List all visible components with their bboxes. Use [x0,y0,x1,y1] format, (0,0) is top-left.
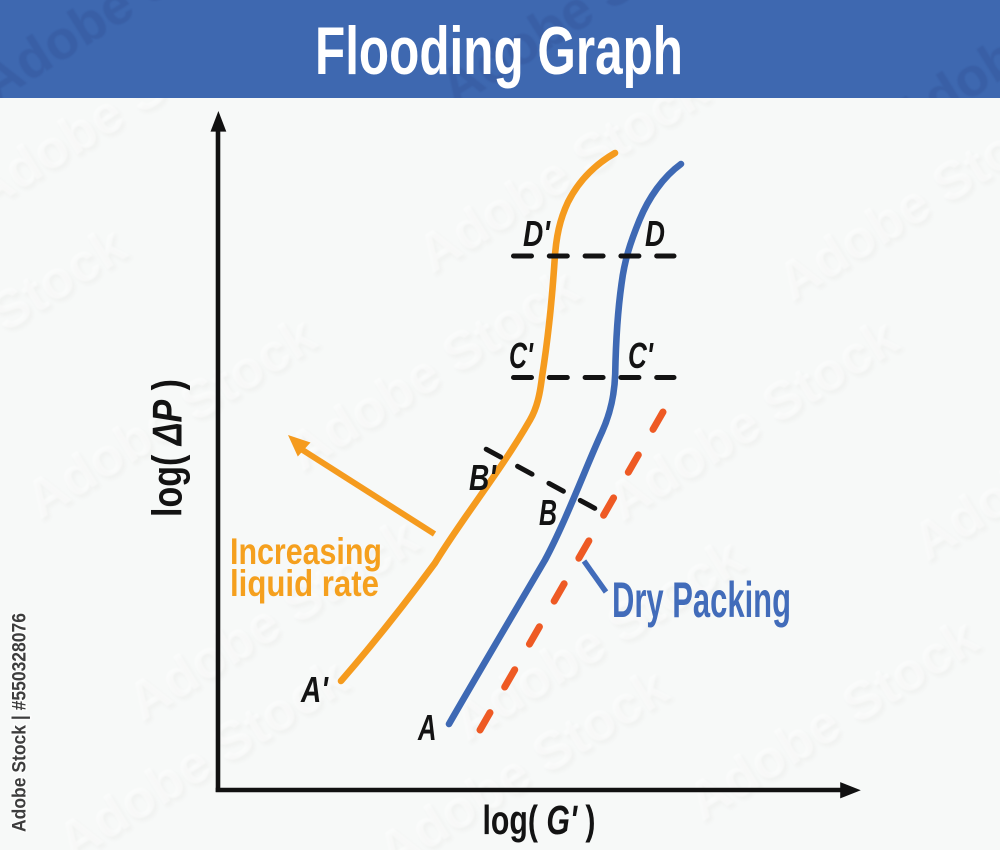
svg-text:B: B [539,492,557,533]
svg-text:C': C' [509,335,534,376]
svg-text:A: A [417,707,436,748]
svg-text:Increasing: Increasing [230,531,382,572]
svg-text:B': B' [469,457,497,498]
svg-text:Adobe Stock | #550328076: Adobe Stock | #550328076 [10,613,31,832]
svg-text:log( ΔP ): log( ΔP ) [144,379,191,517]
svg-text:D': D' [523,213,551,254]
svg-text:log( G' ): log( G' ) [483,797,596,843]
svg-text:D: D [645,213,665,254]
svg-text:C': C' [628,335,654,376]
svg-text:Dry Packing: Dry Packing [612,572,791,628]
svg-text:liquid rate: liquid rate [230,563,379,604]
svg-text:A': A' [300,669,329,710]
svg-text:Flooding Graph: Flooding Graph [315,13,683,89]
